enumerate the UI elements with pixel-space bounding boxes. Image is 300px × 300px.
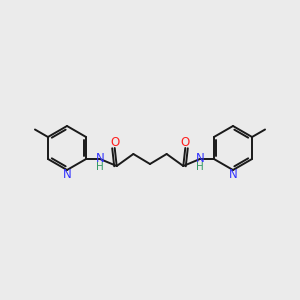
Text: O: O (181, 136, 190, 149)
Text: O: O (110, 136, 119, 149)
Text: N: N (63, 169, 71, 182)
Text: H: H (96, 162, 104, 172)
Text: H: H (196, 162, 204, 172)
Text: N: N (96, 152, 104, 166)
Text: N: N (229, 169, 237, 182)
Text: N: N (196, 152, 204, 166)
